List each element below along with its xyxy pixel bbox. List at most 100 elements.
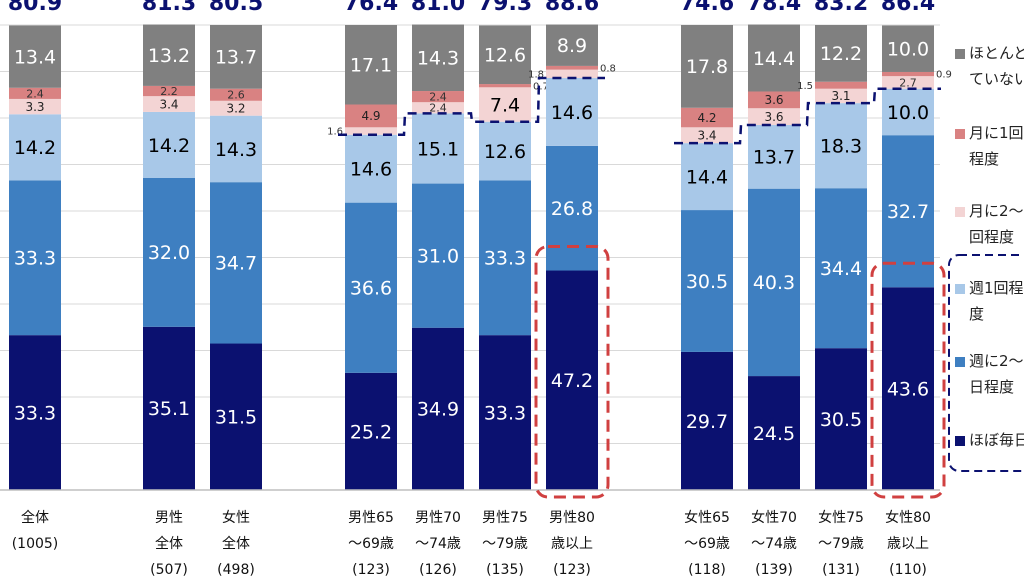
bar-segment: [815, 348, 867, 490]
bar-segment: [9, 180, 61, 336]
legend-item: 月に2〜3 回程度: [955, 198, 1024, 250]
data-label: 3.4: [697, 129, 716, 143]
category-label-line: (498): [217, 562, 255, 578]
legend-swatch: [955, 283, 965, 294]
data-label: 35.1: [148, 398, 190, 420]
data-label: 14.3: [215, 139, 257, 161]
data-label: 31.5: [215, 407, 257, 429]
category-label: 男性80 歳以上 (123): [532, 505, 612, 583]
bar-segment: [748, 108, 800, 125]
category-label-line: [0, 557, 75, 583]
data-label: 1.6: [327, 127, 343, 138]
bar-segment: [210, 182, 262, 344]
legend-swatch: [955, 206, 965, 217]
legend-label-cont: 度: [969, 305, 985, 323]
data-label: 15.1: [417, 138, 459, 160]
data-label: 3.3: [25, 100, 44, 114]
total-label: 83.2: [814, 0, 868, 16]
data-label: 30.5: [820, 409, 862, 431]
data-label: 13.2: [148, 45, 190, 67]
bar-segment: [681, 127, 733, 144]
total-label: 81.3: [142, 0, 196, 16]
legend-item: 月に1回 程度: [955, 120, 1024, 172]
category-label-line: 〜79歳: [482, 536, 528, 552]
category-label-line: 女性65: [684, 510, 730, 526]
data-label: 14.4: [753, 48, 795, 70]
category-label: 女性 全体 (498): [196, 505, 276, 583]
bar-segment: [345, 372, 397, 490]
category-label-line: 〜79歳: [818, 536, 864, 552]
highlight-box: [870, 261, 946, 499]
legend-item: ほとんどしていない: [955, 40, 1024, 92]
data-label: 24.5: [753, 423, 795, 445]
data-label: 31.0: [417, 245, 459, 267]
bar-segment: [546, 24, 598, 66]
category-label-line: 〜74歳: [415, 536, 461, 552]
legend-swatch: [955, 48, 965, 59]
bar-segment: [748, 24, 800, 92]
bar-segment: [412, 91, 464, 103]
total-label: 76.4: [344, 0, 398, 16]
legend-label: ほとんどし: [969, 44, 1024, 62]
data-label: 3.1: [831, 89, 850, 103]
legend-item: 週に2〜3 日程度: [955, 348, 1024, 400]
legend-label: 週に2〜3: [969, 352, 1024, 370]
data-label: 32.0: [148, 242, 190, 264]
bar-segment: [748, 124, 800, 189]
bar-segment: [546, 145, 598, 271]
bar-segment: [882, 88, 934, 136]
category-label-line: 〜69歳: [348, 536, 394, 552]
data-label: 34.7: [215, 253, 257, 275]
bar-segment: [479, 25, 531, 85]
data-label: 17.1: [350, 55, 392, 77]
category-label: 女性80 歳以上 (110): [868, 505, 948, 583]
bar-segment: [815, 103, 867, 189]
bar-segment: [345, 134, 397, 203]
data-label: 34.9: [417, 399, 459, 421]
bar-segment: [479, 87, 531, 122]
data-label: 14.2: [148, 135, 190, 157]
bar-segment: [143, 177, 195, 327]
bar-segment: [143, 96, 195, 112]
category-label-line: 全体: [222, 536, 250, 552]
data-label: 33.3: [14, 402, 56, 424]
category-label-line: 歳以上: [887, 536, 929, 552]
category-label-line: 歳以上: [551, 536, 593, 552]
bar-segment: [546, 78, 598, 146]
total-label: 80.5: [209, 0, 263, 16]
data-label: 34.4: [820, 258, 862, 280]
data-label: 4.9: [361, 109, 380, 123]
data-label: 3.4: [159, 97, 178, 111]
bar-segment: [681, 210, 733, 352]
bar-segment: [681, 143, 733, 211]
bar-segment: [882, 71, 934, 77]
bar-segment: [345, 104, 397, 128]
total-label: 88.6: [545, 0, 599, 16]
data-label: 14.2: [14, 137, 56, 159]
legend-item: 週1回程度: [955, 275, 1024, 327]
bar-segment: [748, 188, 800, 377]
category-label-line: 女性75: [818, 510, 864, 526]
bar-segment: [882, 287, 934, 490]
total-label: 81.0: [411, 0, 465, 16]
category-label-line: 全体: [21, 510, 49, 526]
total-label: 78.4: [747, 0, 801, 16]
data-label: 30.5: [686, 271, 728, 293]
bar-segment: [815, 188, 867, 349]
bar-segment: [546, 69, 598, 79]
data-label: 3.2: [226, 102, 245, 116]
bar-segment: [546, 65, 598, 70]
bar-segment: [882, 25, 934, 72]
bar-segment: [815, 88, 867, 104]
bar-segment: [681, 25, 733, 108]
bar-segment: [210, 343, 262, 490]
legend-label: 週1回程: [969, 279, 1024, 297]
bar-segment: [143, 24, 195, 86]
bar-segment: [9, 114, 61, 181]
data-label: 4.2: [697, 111, 716, 125]
bar-segment: [681, 107, 733, 128]
legend-swatch: [955, 128, 965, 139]
data-label: 0.9: [936, 70, 952, 81]
data-label: 0.8: [600, 63, 616, 74]
legend-label-cont: 回程度: [969, 228, 1015, 246]
